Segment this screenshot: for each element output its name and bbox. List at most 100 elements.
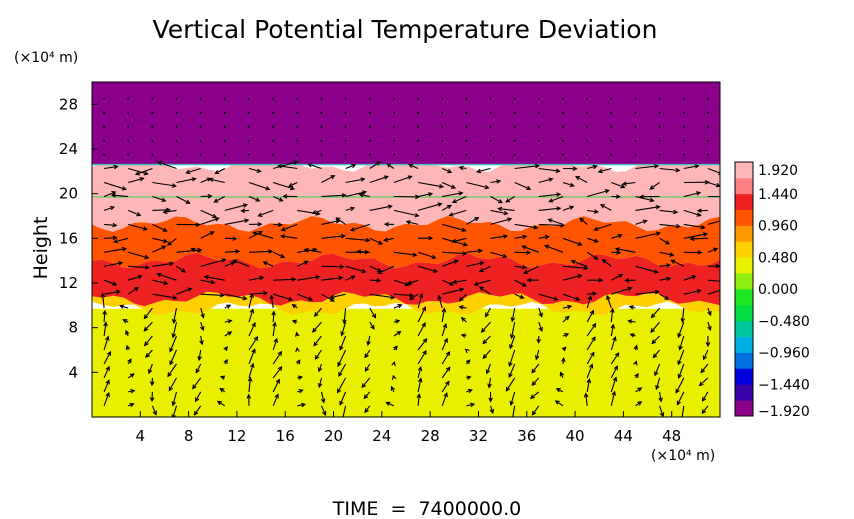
wind-vector xyxy=(337,349,347,368)
wind-vector xyxy=(683,288,702,295)
wind-vector xyxy=(561,346,567,352)
wind-vector xyxy=(152,207,172,213)
wind-vector xyxy=(393,209,420,218)
wind-vector xyxy=(393,194,421,200)
wind-vector xyxy=(199,97,202,101)
wind-vector xyxy=(103,181,127,191)
wind-vector xyxy=(538,321,543,333)
wind-vector xyxy=(465,97,468,101)
wind-vector xyxy=(317,377,323,389)
wind-vector xyxy=(466,217,480,225)
wind-vector xyxy=(248,321,256,337)
wind-vector xyxy=(514,250,532,255)
wind-vector xyxy=(321,275,344,281)
wind-vector xyxy=(547,218,564,225)
wind-vector xyxy=(464,348,470,354)
wind-vector xyxy=(561,97,565,101)
wind-vector xyxy=(272,337,278,351)
wind-vector xyxy=(635,219,648,225)
wind-vector xyxy=(561,125,565,129)
wind-vector xyxy=(611,286,633,295)
wind-vector xyxy=(320,125,323,129)
wind-vector xyxy=(296,139,299,143)
wind-vector xyxy=(701,391,709,402)
colorbar-segment xyxy=(735,289,753,306)
wind-vector xyxy=(466,388,473,394)
wind-vector xyxy=(659,276,672,282)
wind-vector xyxy=(369,204,393,211)
wind-vector xyxy=(442,191,464,198)
heatmap-band xyxy=(92,215,720,269)
wind-vector xyxy=(682,97,685,101)
wind-vector xyxy=(273,277,297,282)
wind-vector xyxy=(149,377,155,387)
wind-vector xyxy=(369,278,382,283)
wind-vector xyxy=(321,175,336,183)
wind-vector xyxy=(448,209,467,217)
wind-vector xyxy=(458,305,467,310)
wind-vector xyxy=(392,111,396,115)
wind-vector xyxy=(364,405,371,414)
colorbar-tick-label: −0.960 xyxy=(758,346,810,362)
wind-vector xyxy=(223,346,229,352)
wind-vector xyxy=(393,293,415,298)
wind-vector xyxy=(102,309,108,323)
wind-vector xyxy=(240,208,250,214)
wind-vector xyxy=(682,139,685,143)
wind-vector xyxy=(489,139,492,143)
wind-vector xyxy=(128,388,136,394)
wind-vector xyxy=(514,264,528,270)
wind-vector xyxy=(531,363,540,374)
wind-vector xyxy=(369,307,377,319)
wind-vector xyxy=(169,335,178,353)
wind-vector xyxy=(702,349,709,361)
wind-vector xyxy=(104,289,121,295)
wind-vector xyxy=(696,208,708,213)
wind-vector xyxy=(707,195,720,198)
wind-vector xyxy=(247,153,251,157)
wind-vector xyxy=(511,405,516,417)
wind-vector xyxy=(698,377,709,387)
heatmap-band xyxy=(92,156,720,207)
wind-vector xyxy=(587,291,598,296)
wind-vector xyxy=(635,204,661,211)
wind-vector xyxy=(224,293,248,301)
wind-vector xyxy=(606,294,612,309)
wind-vector xyxy=(296,153,299,157)
chart-title: Vertical Potential Temperature Deviation xyxy=(153,15,658,44)
wind-vector xyxy=(562,265,589,271)
wind-vector xyxy=(151,111,154,115)
x-tick-label: 48 xyxy=(662,427,681,445)
wind-vector xyxy=(344,111,347,115)
wind-vector xyxy=(224,236,238,241)
wind-vector xyxy=(658,111,661,115)
wind-vector xyxy=(307,162,322,170)
wind-vector xyxy=(247,111,251,115)
wind-vector xyxy=(224,319,233,324)
wind-vector xyxy=(586,139,589,143)
y-tick-label: 16 xyxy=(59,229,78,247)
colorbar-segment xyxy=(735,352,753,369)
wind-vector xyxy=(369,321,375,330)
wind-vector xyxy=(514,223,539,230)
wind-vector xyxy=(514,279,527,287)
wind-vector xyxy=(650,321,661,334)
colorbar-tick-label: 1.440 xyxy=(758,187,798,203)
wind-vector xyxy=(451,237,467,244)
wind-vector xyxy=(313,335,322,347)
wind-vector xyxy=(393,304,403,309)
wind-vector xyxy=(538,167,561,174)
wind-vector xyxy=(393,279,410,287)
wind-vector xyxy=(599,204,612,211)
wind-vector xyxy=(485,363,492,375)
wind-vector xyxy=(103,205,116,211)
wind-vector xyxy=(701,405,709,415)
wind-vector xyxy=(536,335,541,344)
wind-vector xyxy=(377,265,395,274)
wind-vector xyxy=(104,222,118,228)
wind-vector xyxy=(297,375,304,380)
wind-vector xyxy=(127,125,130,129)
wind-vector xyxy=(537,111,540,115)
wind-vector xyxy=(586,336,596,351)
